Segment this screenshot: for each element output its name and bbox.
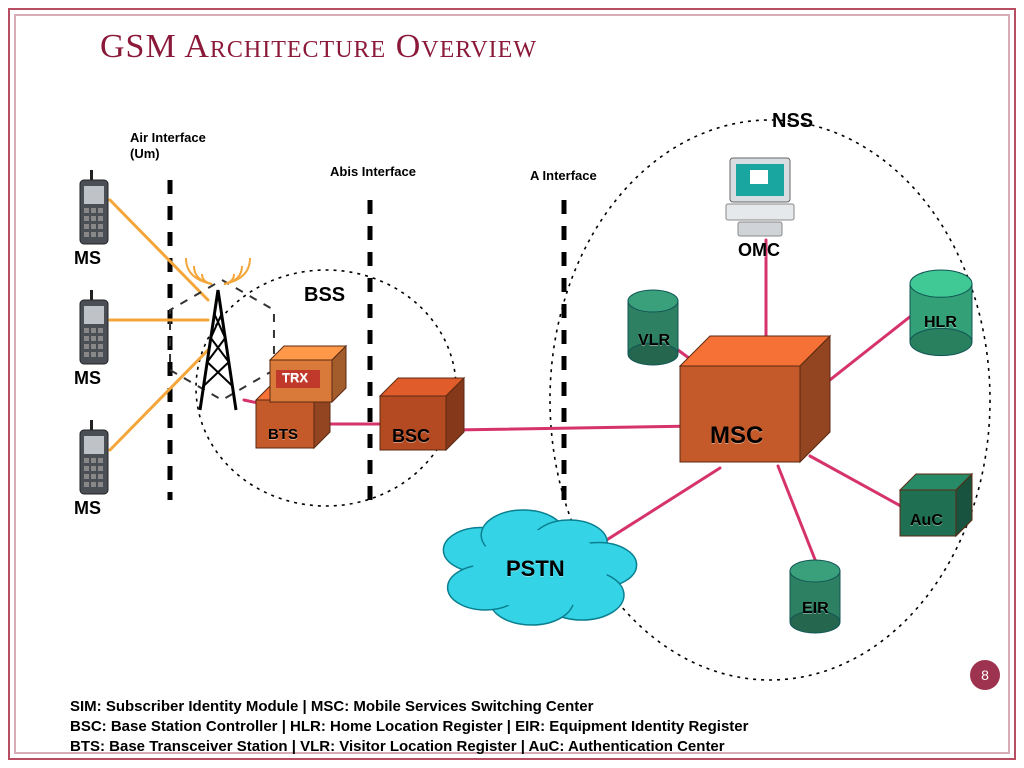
hlr-label: HLR	[924, 314, 957, 332]
eir-label: EIR	[802, 600, 829, 618]
pstn-label: PSTN	[506, 556, 565, 582]
link-edge-5	[810, 456, 908, 510]
interface-label-1-0: Abis Interface	[330, 164, 416, 179]
footer-line-0: SIM: Subscriber Identity Module | MSC: M…	[70, 698, 593, 715]
page-number: 8	[981, 667, 989, 683]
omc-label: OMC	[738, 240, 780, 261]
diagram-canvas	[0, 0, 1024, 768]
omc-icon	[726, 158, 794, 236]
cylinder-hlr	[910, 270, 972, 356]
footer-line-1: BSC: Base Station Controller | HLR: Home…	[70, 718, 748, 735]
link-edge-2	[452, 426, 698, 430]
cylinder-eir	[790, 560, 840, 633]
phone-icon-1	[80, 290, 108, 364]
cell-hexagon	[170, 280, 274, 400]
cylinder-vlr	[628, 290, 678, 365]
ms-label-2: MS	[74, 498, 101, 519]
auc-label: AuC	[910, 512, 943, 530]
trx-label: TRX	[282, 370, 308, 385]
link-edge-6	[778, 466, 816, 562]
region-label-bss: BSS	[304, 284, 345, 307]
tower-icon	[186, 258, 250, 410]
ms-label-0: MS	[74, 248, 101, 269]
footer-line-2: BTS: Base Transceiver Station | VLR: Vis…	[70, 738, 725, 755]
vlr-label: VLR	[638, 332, 670, 350]
link-edge-7	[594, 468, 720, 548]
bts-label: BTS	[268, 426, 298, 443]
air-edge-0	[110, 200, 208, 300]
phone-icon-0	[80, 170, 108, 244]
bsc-label: BSC	[392, 426, 430, 447]
msc-label: MSC	[710, 422, 763, 450]
ms-label-1: MS	[74, 368, 101, 389]
region-label-nss: NSS	[772, 110, 813, 133]
phone-icon-2	[80, 420, 108, 494]
interface-label-0-0: Air Interface	[130, 130, 206, 145]
interface-label-0-1: (Um)	[130, 146, 160, 161]
interface-label-2-0: A Interface	[530, 168, 597, 183]
page-number-badge: 8	[970, 660, 1000, 690]
air-edge-2	[110, 350, 208, 450]
